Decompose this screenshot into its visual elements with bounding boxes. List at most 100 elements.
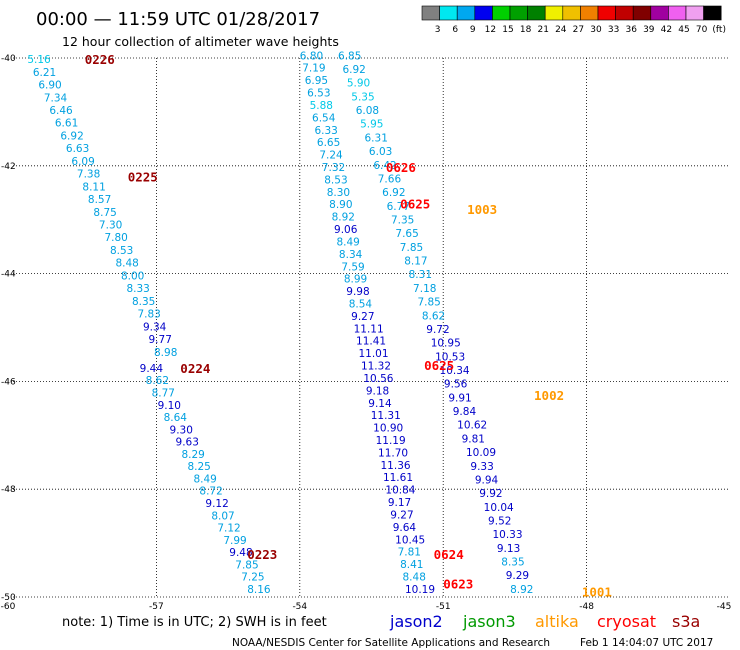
swh-point: 9.63 [176,437,199,449]
colorbar-label: 3 [435,25,441,35]
swh-point: 6.33 [314,125,337,137]
swh-point: 8.48 [115,258,138,270]
colorbar-swatch [668,5,687,21]
swh-point: 11.32 [361,361,391,373]
colorbar-swatch [456,5,476,21]
swh-point: 9.98 [346,286,369,298]
pass-time-label: 0224 [180,361,210,376]
swh-point: 7.30 [99,220,122,232]
x-tick-label: -54 [292,602,307,612]
x-tick-label: -48 [579,602,594,612]
swh-point: 7.12 [217,523,240,535]
swh-point: 9.29 [506,570,529,582]
swh-point: 8.75 [93,207,116,219]
swh-point: 10.09 [466,447,496,459]
swh-point: 7.66 [378,173,402,185]
swh-point: 6.77 [387,201,410,213]
swh-point: 9.44 [140,363,164,375]
swh-point: 9.27 [351,311,374,323]
pass-time-label: 0226 [85,52,115,67]
swh-point: 6.31 [365,132,388,144]
colorbar-label: 30 [590,25,602,35]
pass-time-label: 1002 [534,388,564,403]
pass-time-label: 1003 [467,202,497,217]
y-tick-label: -42 [1,162,16,172]
colorbar-label: 27 [573,25,584,35]
swh-point: 9.94 [475,474,499,486]
swh-point: 7.80 [104,232,127,244]
swh-point: 6.92 [382,187,405,199]
footer-credit: NOAA/NESDIS Center for Satellite Applica… [232,637,550,649]
x-tick-label: -57 [149,602,164,612]
pass-time-label: 0625 [400,197,430,212]
colorbar-swatch [509,5,528,21]
swh-point: 8.00 [121,270,144,282]
colorbar-label: 9 [470,25,476,35]
swh-point: 5.90 [347,78,370,90]
swh-point: 9.52 [488,516,511,528]
swh-point: 8.49 [336,236,359,248]
swh-point: 11.31 [371,410,401,422]
swh-point: 8.64 [164,412,188,424]
swh-point: 8.16 [247,584,271,596]
legend-cryosat: cryosat [597,612,656,631]
swh-point: 9.13 [497,543,520,555]
swh-point: 6.92 [342,64,365,76]
swh-point: 10.53 [435,351,465,363]
swh-point: 6.92 [60,130,83,142]
colorbar-label: 42 [661,25,672,35]
footer-timestamp: Feb 1 14:04:07 UTC 2017 [580,637,713,649]
swh-point: 6.63 [66,143,89,155]
swh-point: 6.54 [312,112,336,124]
swh-point: 7.18 [413,283,436,295]
colorbar-swatch [650,5,669,21]
swh-point: 6.65 [317,137,340,149]
y-tick-label: -48 [1,485,16,495]
swh-point: 7.34 [44,92,68,104]
swh-point: 9.77 [149,334,172,346]
swh-point: 5.88 [310,100,333,112]
colorbar-swatch [562,5,581,21]
swh-point: 8.90 [329,199,352,211]
colorbar-label: 45 [678,25,689,35]
colorbar-swatch [632,5,652,21]
satellite-legend: jason2 jason3 altika cryosat s3a [389,612,700,631]
swh-point: 6.09 [71,156,94,168]
swh-point: 6.08 [356,105,379,117]
swh-point: 9.92 [479,488,502,500]
colorbar-label: 70 [696,25,708,35]
swh-point: 7.81 [398,547,421,559]
colorbar: 3 6 9 12 15 18 21 24 27 30 33 36 39 42 45 70 (ft) [421,5,726,35]
swh-point: 6.53 [307,88,330,100]
pass-time-label: 0626 [386,160,416,175]
swh-point: 7.59 [341,261,364,273]
pass-time-label: 0625 [424,358,454,373]
swh-point: 8.92 [510,584,533,596]
pass-time-label: 0225 [128,170,158,185]
colorbar-label: 39 [643,25,655,35]
x-tick-label: -51 [436,602,451,612]
swh-point: 7.35 [391,214,414,226]
swh-point: 8.34 [339,249,363,261]
colorbar-swatch [703,5,722,21]
swh-point: 8.11 [82,181,105,193]
swh-point: 11.41 [356,336,386,348]
y-tick-label: -46 [1,377,16,387]
swh-point: 11.11 [354,323,384,335]
colorbar-swatch [474,5,493,21]
swh-point: 10.33 [492,529,522,541]
swh-point: 8.48 [403,572,426,584]
swh-point: 10.84 [385,485,415,497]
colorbar-label: 21 [537,25,548,35]
colorbar-swatch [685,5,704,21]
x-tick-label: -45 [717,602,732,612]
swh-point: 10.95 [431,338,461,350]
swh-point: 9.64 [393,522,417,534]
swh-point: 6.21 [33,67,56,79]
swh-point: 7.32 [322,162,345,174]
swh-point: 7.19 [302,63,325,75]
swh-point: 9.84 [453,406,477,418]
pass-time-label: 0624 [434,547,464,562]
swh-point: 11.70 [378,447,408,459]
